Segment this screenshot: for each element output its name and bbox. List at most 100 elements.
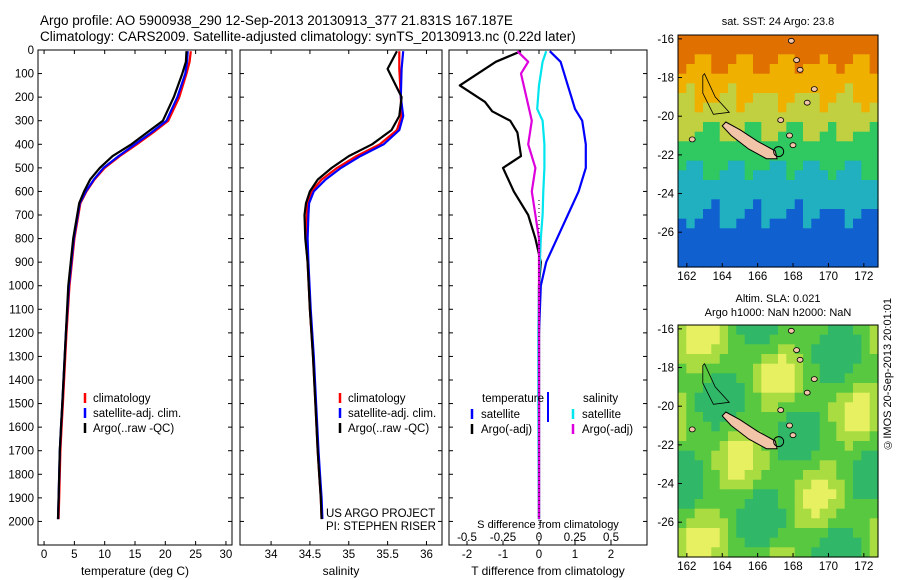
sla_map-cell — [694, 450, 704, 461]
depth-tick-label: 1000 — [8, 281, 34, 293]
sla_map-cell — [811, 518, 821, 529]
sla_map-cell — [686, 412, 696, 423]
sla_map-cell — [844, 528, 854, 539]
sst_map-cell — [803, 189, 812, 200]
sst_map-cell — [761, 122, 771, 133]
sla_map-cell — [786, 508, 796, 519]
sla_map-cell — [819, 537, 829, 548]
sla_map-cell — [736, 431, 746, 442]
difference-top-xlabel: S difference from climatology — [477, 519, 619, 531]
sst_map-cell — [869, 257, 879, 268]
sla_map-cell — [828, 402, 837, 413]
sla_map-cell — [794, 508, 804, 519]
sla_map-cell — [811, 334, 821, 345]
sla_map-xtick-label: 166 — [748, 561, 767, 573]
sla_map-cell — [803, 421, 812, 432]
sst_map-cell — [828, 122, 837, 133]
sst_map-cell — [769, 238, 779, 249]
sla_map-cell — [778, 441, 787, 452]
sst_map-cell — [786, 54, 796, 65]
differences-xtick-label: 2 — [608, 549, 614, 561]
sla_map-cell — [786, 470, 796, 481]
sst_map-cell — [853, 122, 862, 133]
sla_map-cell — [794, 470, 804, 481]
sla_map-cell — [836, 518, 846, 529]
sst_map-cell — [836, 180, 846, 191]
difference-top-tick-label: -0.25 — [490, 532, 516, 544]
salinity-xtick-label: 35 — [342, 549, 355, 561]
sst_map-cell — [744, 102, 754, 113]
sst_map-cell — [861, 112, 871, 123]
sla_map-cell — [686, 460, 696, 471]
sla_map-cell — [778, 421, 787, 432]
sst_map-cell — [853, 35, 862, 46]
sla_map-cell — [819, 325, 829, 336]
sla_map-cell — [736, 508, 746, 519]
sst_map-cell — [736, 218, 746, 229]
sla_map-cell — [719, 528, 729, 539]
sla_map-cell — [844, 547, 854, 558]
sla_map-cell — [686, 508, 696, 519]
sla_map-cell — [703, 441, 712, 452]
sla_map-cell — [794, 412, 804, 423]
sla_map-small-island — [786, 422, 793, 429]
sla_map-cell — [836, 402, 846, 413]
temperature-frame — [37, 49, 233, 546]
sla_map-cell — [828, 460, 837, 471]
sla_map-cell — [811, 460, 821, 471]
difference-top-tick-label: 0.25 — [564, 532, 586, 544]
depth-tick-label: 1600 — [8, 422, 34, 434]
sla_map-cell — [703, 499, 712, 510]
sst_map-cell — [736, 160, 746, 171]
sla_map-cell — [744, 412, 754, 423]
sla_map-cell — [728, 373, 737, 384]
sla_map-cell — [786, 383, 796, 394]
sst_map-cell — [686, 44, 696, 55]
sst_map-cell — [819, 73, 829, 84]
plot-title-line1: Argo profile: AO 5900938_290 12-Sep-2013… — [40, 13, 513, 28]
sla_map-cell — [753, 325, 762, 336]
sst_map-cell — [869, 54, 879, 65]
sst_map-cell — [719, 83, 729, 94]
sla_map-cell — [753, 373, 762, 384]
sst_map-cell — [711, 228, 721, 239]
sla_map-cell — [794, 460, 804, 471]
sst_map-cell — [786, 93, 796, 104]
sst_map-cell — [786, 160, 796, 171]
sst_map-cell — [819, 228, 829, 239]
sla_map-cell — [753, 421, 762, 432]
sst_map-cell — [869, 141, 879, 152]
sst_map-cell — [703, 151, 712, 162]
sla_map-cell — [778, 470, 787, 481]
sla_map-ytick-label: -22 — [657, 440, 674, 452]
sst_map-cell — [778, 112, 787, 123]
sla_map-cell — [853, 402, 862, 413]
sst_map-cell — [769, 122, 779, 133]
sst_map-cell — [869, 180, 879, 191]
difference-legend-title-temperature: temperature — [482, 393, 544, 405]
sst_map-cell — [736, 35, 746, 46]
sla_map-cell — [786, 354, 796, 365]
sla_map-cell — [836, 450, 846, 461]
sla_map-cell — [819, 508, 829, 519]
sst_map-cell — [678, 83, 687, 94]
sla_map-cell — [744, 344, 754, 355]
sla_map-cell — [686, 547, 696, 558]
sla_map-cell — [703, 489, 712, 500]
sst_map-cell — [836, 141, 846, 152]
sst_map-cell — [803, 141, 812, 152]
sst_map-cell — [678, 209, 687, 220]
sst_map-cell — [753, 199, 762, 210]
sla_map-cell — [861, 470, 871, 481]
sst_map-cell — [778, 73, 787, 84]
sla_map-cell — [819, 489, 829, 500]
sla_map-xtick-label: 164 — [713, 561, 733, 573]
sst_map-cell — [703, 64, 712, 75]
sst_map-cell — [678, 180, 687, 191]
sla_map-xtick-label: 170 — [819, 561, 838, 573]
sst_map-cell — [844, 54, 854, 65]
sst_map-cell — [678, 199, 687, 210]
sla_map-cell — [694, 421, 704, 432]
sst_map-cell — [769, 228, 779, 239]
